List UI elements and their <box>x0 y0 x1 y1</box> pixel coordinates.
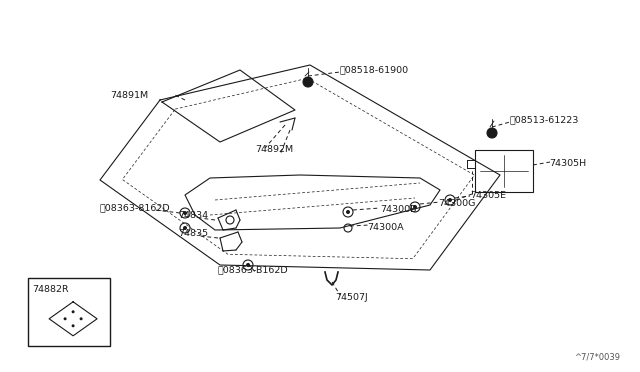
Text: 74891M: 74891M <box>110 90 148 99</box>
Text: 74507J: 74507J <box>335 294 368 302</box>
Circle shape <box>72 324 75 327</box>
Circle shape <box>79 317 83 320</box>
Text: 74305H: 74305H <box>549 158 586 167</box>
Circle shape <box>448 198 452 202</box>
Text: 74882R: 74882R <box>32 285 68 294</box>
Text: 74835: 74835 <box>178 230 208 238</box>
Circle shape <box>246 263 250 267</box>
Circle shape <box>63 317 67 320</box>
Text: 74300A: 74300A <box>367 222 404 231</box>
Text: 74892M: 74892M <box>255 145 293 154</box>
Circle shape <box>490 131 494 135</box>
Circle shape <box>346 210 350 214</box>
Text: 74300B: 74300B <box>380 205 417 215</box>
Text: 74305E: 74305E <box>470 192 506 201</box>
Text: Ⓢ08513-61223: Ⓢ08513-61223 <box>510 115 579 125</box>
Circle shape <box>413 205 417 209</box>
Text: Ⓢ08363-B162D: Ⓢ08363-B162D <box>218 266 289 275</box>
Circle shape <box>183 226 187 230</box>
Circle shape <box>72 310 75 313</box>
Bar <box>28 278 110 346</box>
Circle shape <box>303 77 313 87</box>
Text: Ⓢ08363-8162D: Ⓢ08363-8162D <box>100 203 171 212</box>
Text: ^7/7*0039: ^7/7*0039 <box>574 353 620 362</box>
Text: 74300G: 74300G <box>438 199 476 208</box>
Circle shape <box>183 211 187 215</box>
Text: Ⓢ08518-61900: Ⓢ08518-61900 <box>340 65 409 74</box>
Bar <box>475 150 533 192</box>
Circle shape <box>487 128 497 138</box>
Circle shape <box>306 80 310 84</box>
Text: 74834: 74834 <box>178 212 208 221</box>
